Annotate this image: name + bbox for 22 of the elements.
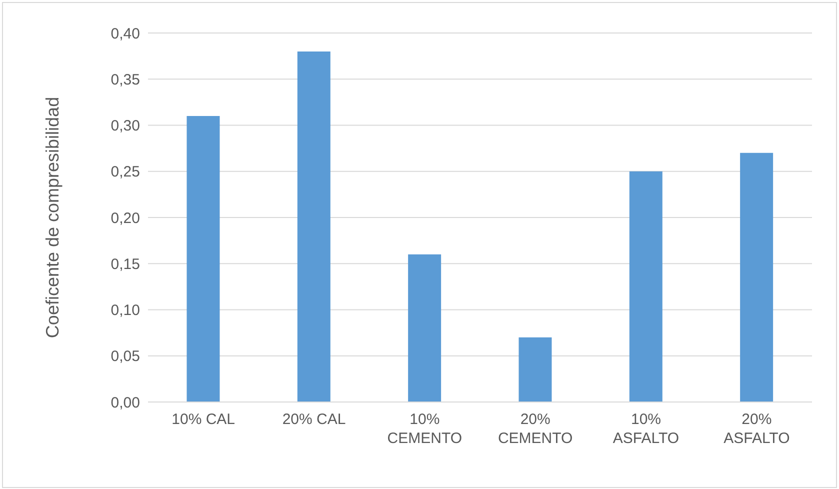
bar — [186, 116, 220, 402]
y-tick-label: 0,05 — [110, 348, 140, 366]
y-tick-label: 0,20 — [110, 210, 140, 227]
x-tick-label: 20% CEMENTO — [498, 411, 573, 447]
y-tick-label: 0,30 — [110, 118, 140, 135]
bar — [297, 51, 330, 402]
y-tick-label: 0,35 — [110, 71, 140, 88]
x-tick-label: 20% CAL — [282, 411, 346, 428]
bar — [629, 171, 662, 402]
x-tick-label: 10% CAL — [172, 411, 236, 428]
x-tick-label: 10% CEMENTO — [387, 411, 462, 447]
y-tick-label: 0,40 — [110, 25, 140, 42]
x-tick-label: 20% ASFALTO — [724, 411, 790, 447]
y-tick-label: 0,25 — [110, 164, 140, 181]
y-tick-label: 0,00 — [110, 394, 140, 412]
bar — [518, 337, 552, 402]
y-tick-label: 0,10 — [110, 302, 140, 320]
bar — [408, 254, 442, 402]
x-tick-label: 10% ASFALTO — [612, 411, 680, 447]
y-axis-title: Coeficente de compresibilidad — [42, 96, 62, 338]
y-tick-label: 0,15 — [110, 256, 140, 273]
bar — [740, 152, 774, 402]
